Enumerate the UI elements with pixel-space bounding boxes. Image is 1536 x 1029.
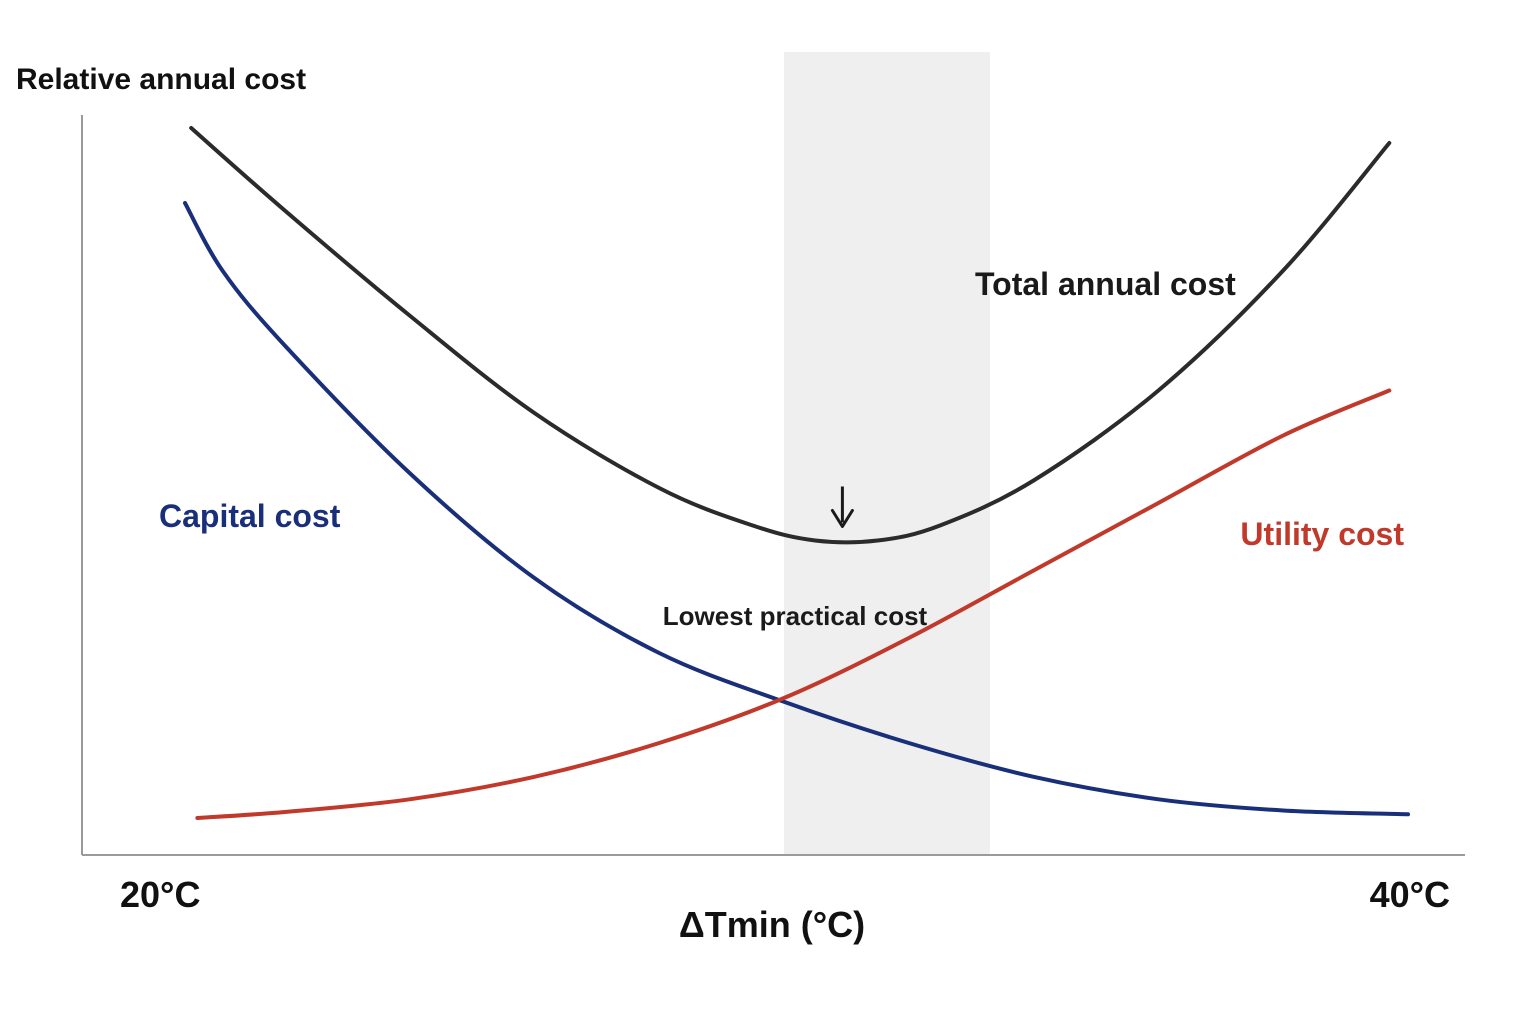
total-annual-cost-label: Total annual cost: [975, 266, 1236, 302]
capital-cost-line: [183, 201, 1410, 817]
optimum-band: [784, 52, 990, 855]
lowest-practical-cost-label: Lowest practical cost: [663, 601, 928, 631]
x-axis-label: ΔTmin (°C): [679, 904, 865, 945]
arrow-head: [830, 509, 854, 528]
x-tick-label: 20°C: [120, 874, 200, 915]
utility-cost-line: [195, 388, 1392, 820]
utility-cost-label: Utility cost: [1240, 516, 1404, 552]
down-arrow-icon: [830, 486, 854, 528]
y-axis-label: Relative annual cost: [16, 63, 306, 96]
x-tick-label: 40°C: [1370, 874, 1450, 915]
capital-cost-label: Capital cost: [159, 498, 341, 534]
total-annual-cost-line: [189, 126, 1392, 545]
